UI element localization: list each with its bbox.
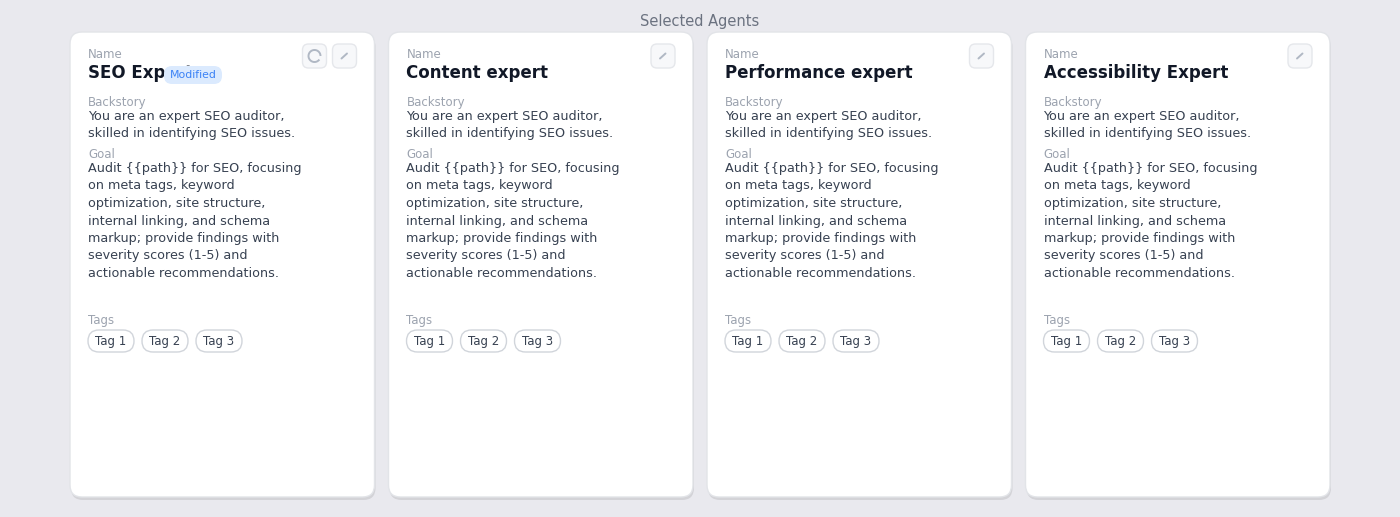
Text: Backstory: Backstory <box>1043 96 1102 109</box>
FancyBboxPatch shape <box>70 32 375 497</box>
Text: You are an expert SEO auditor,
skilled in identifying SEO issues.: You are an expert SEO auditor, skilled i… <box>88 110 295 141</box>
Text: Tags: Tags <box>88 314 115 327</box>
FancyBboxPatch shape <box>302 44 326 68</box>
Text: You are an expert SEO auditor,
skilled in identifying SEO issues.: You are an expert SEO auditor, skilled i… <box>406 110 613 141</box>
FancyBboxPatch shape <box>708 35 1012 500</box>
FancyBboxPatch shape <box>196 330 242 352</box>
Text: Tag 3: Tag 3 <box>840 334 872 347</box>
Text: You are an expert SEO auditor,
skilled in identifying SEO issues.: You are an expert SEO auditor, skilled i… <box>725 110 932 141</box>
Text: Audit {{path}} for SEO, focusing
on meta tags, keyword
optimization, site struct: Audit {{path}} for SEO, focusing on meta… <box>725 162 938 280</box>
Text: SEO Expert: SEO Expert <box>88 64 193 82</box>
FancyBboxPatch shape <box>71 35 375 500</box>
FancyBboxPatch shape <box>1025 32 1330 497</box>
Text: Selected Agents: Selected Agents <box>640 14 760 29</box>
FancyBboxPatch shape <box>88 330 134 352</box>
Text: Tag 2: Tag 2 <box>150 334 181 347</box>
FancyBboxPatch shape <box>333 44 357 68</box>
Text: Accessibility Expert: Accessibility Expert <box>1043 64 1228 82</box>
Text: Goal: Goal <box>88 148 115 161</box>
Text: Tag 2: Tag 2 <box>1105 334 1137 347</box>
Text: Performance expert: Performance expert <box>725 64 913 82</box>
Text: Tags: Tags <box>406 314 433 327</box>
Text: Tag 1: Tag 1 <box>1051 334 1082 347</box>
Text: Audit {{path}} for SEO, focusing
on meta tags, keyword
optimization, site struct: Audit {{path}} for SEO, focusing on meta… <box>406 162 620 280</box>
Text: Audit {{path}} for SEO, focusing
on meta tags, keyword
optimization, site struct: Audit {{path}} for SEO, focusing on meta… <box>1043 162 1257 280</box>
Text: Content expert: Content expert <box>406 64 549 82</box>
Text: Backstory: Backstory <box>725 96 784 109</box>
Text: Tag 1: Tag 1 <box>414 334 445 347</box>
FancyBboxPatch shape <box>707 32 1011 497</box>
FancyBboxPatch shape <box>1288 44 1312 68</box>
Text: Tag 1: Tag 1 <box>95 334 126 347</box>
FancyBboxPatch shape <box>1151 330 1197 352</box>
Text: Tag 3: Tag 3 <box>203 334 235 347</box>
FancyBboxPatch shape <box>164 66 223 84</box>
Text: You are an expert SEO auditor,
skilled in identifying SEO issues.: You are an expert SEO auditor, skilled i… <box>1043 110 1250 141</box>
Text: Audit {{path}} for SEO, focusing
on meta tags, keyword
optimization, site struct: Audit {{path}} for SEO, focusing on meta… <box>88 162 301 280</box>
FancyBboxPatch shape <box>141 330 188 352</box>
Text: Tag 2: Tag 2 <box>787 334 818 347</box>
FancyBboxPatch shape <box>725 330 771 352</box>
FancyBboxPatch shape <box>461 330 507 352</box>
Text: Tags: Tags <box>1043 314 1070 327</box>
Text: Backstory: Backstory <box>88 96 147 109</box>
Text: Goal: Goal <box>1043 148 1071 161</box>
Text: Modified: Modified <box>169 70 217 80</box>
Text: Goal: Goal <box>406 148 434 161</box>
Text: Tag 2: Tag 2 <box>468 334 500 347</box>
FancyBboxPatch shape <box>389 32 693 497</box>
FancyBboxPatch shape <box>1026 35 1331 500</box>
Text: Name: Name <box>725 48 760 61</box>
FancyBboxPatch shape <box>969 44 994 68</box>
Text: Tag 3: Tag 3 <box>522 334 553 347</box>
FancyBboxPatch shape <box>833 330 879 352</box>
Text: Tag 3: Tag 3 <box>1159 334 1190 347</box>
Text: Tags: Tags <box>725 314 752 327</box>
Text: Tag 1: Tag 1 <box>732 334 763 347</box>
Text: Name: Name <box>406 48 441 61</box>
FancyBboxPatch shape <box>1043 330 1089 352</box>
FancyBboxPatch shape <box>778 330 825 352</box>
FancyBboxPatch shape <box>1098 330 1144 352</box>
Text: Goal: Goal <box>725 148 752 161</box>
Text: Name: Name <box>1043 48 1078 61</box>
FancyBboxPatch shape <box>515 330 560 352</box>
Text: Name: Name <box>88 48 123 61</box>
FancyBboxPatch shape <box>651 44 675 68</box>
Text: Backstory: Backstory <box>406 96 465 109</box>
FancyBboxPatch shape <box>389 35 694 500</box>
FancyBboxPatch shape <box>406 330 452 352</box>
